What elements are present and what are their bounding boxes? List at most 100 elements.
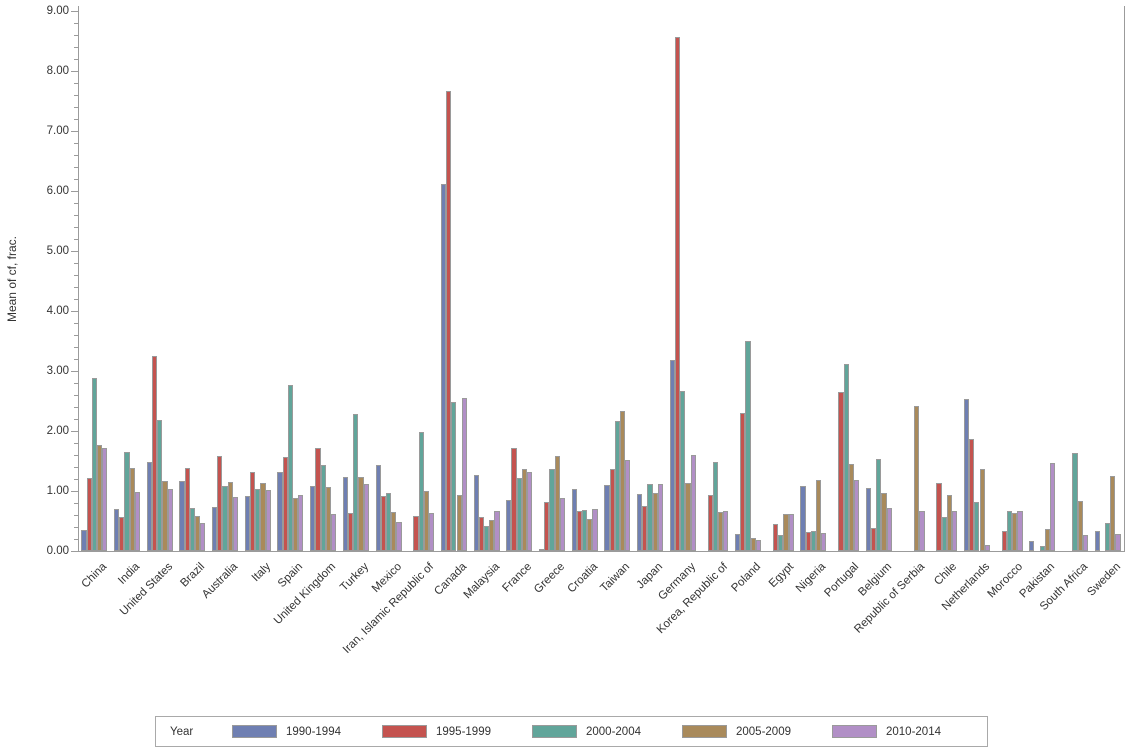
bar-taiwan-1995-1999 bbox=[609, 468, 615, 551]
bar-poland-2005-2009 bbox=[750, 538, 756, 551]
bar-turkey-1995-1999 bbox=[348, 513, 354, 551]
y-minor-tick bbox=[74, 263, 78, 264]
bar-china-2000-2004 bbox=[91, 377, 97, 551]
y-minor-tick bbox=[74, 23, 78, 24]
y-major-tick bbox=[71, 191, 78, 192]
bar-croatia-2010-2014 bbox=[592, 509, 598, 551]
bar-united-states-1995-1999 bbox=[151, 356, 158, 551]
bar-belgium-1995-1999 bbox=[871, 527, 877, 551]
bar-canada-2010-2014 bbox=[461, 398, 467, 551]
legend-entry: 2005-2009 bbox=[682, 725, 832, 738]
bar-greece-2005-2009 bbox=[554, 455, 560, 551]
y-minor-tick bbox=[74, 179, 78, 180]
bar-china-2010-2014 bbox=[102, 448, 108, 551]
bar-spain-1995-1999 bbox=[282, 456, 288, 551]
bar-canada-1990-1994 bbox=[440, 183, 447, 551]
right-border-line bbox=[1124, 6, 1125, 552]
y-minor-tick bbox=[74, 119, 78, 120]
bar-turkey-2010-2014 bbox=[363, 483, 369, 551]
legend-swatch-2005-2009 bbox=[682, 725, 727, 738]
y-minor-tick bbox=[74, 359, 78, 360]
bar-united-kingdom-2000-2004 bbox=[320, 464, 326, 551]
y-minor-tick bbox=[74, 47, 78, 48]
legend-swatch-1990-1994 bbox=[232, 725, 277, 738]
bar-korea-republic-of-2000-2004 bbox=[712, 461, 718, 551]
bar-united-kingdom-2010-2014 bbox=[330, 514, 337, 551]
bar-japan-1995-1999 bbox=[642, 506, 648, 551]
y-minor-tick bbox=[74, 275, 78, 276]
y-minor-tick bbox=[74, 407, 78, 408]
bar-italy-2010-2014 bbox=[265, 489, 271, 551]
legend-label: 2000-2004 bbox=[586, 725, 641, 738]
bar-sweden-2000-2004 bbox=[1105, 523, 1111, 551]
bar-chile-2005-2009 bbox=[946, 495, 952, 551]
y-tick-label: 0.00 bbox=[46, 545, 69, 557]
bar-poland-2010-2014 bbox=[755, 539, 762, 551]
bar-pakistan-2000-2004 bbox=[1039, 546, 1045, 551]
bar-mexico-2000-2004 bbox=[385, 492, 392, 551]
bar-united-kingdom-1990-1994 bbox=[310, 486, 316, 551]
bar-belgium-1990-1994 bbox=[865, 488, 872, 551]
bar-brazil-2010-2014 bbox=[200, 522, 206, 551]
legend-swatch-2000-2004 bbox=[532, 725, 577, 738]
bar-iran-islamic-republic-of-2000-2004 bbox=[418, 432, 424, 551]
bar-sweden-2010-2014 bbox=[1115, 533, 1121, 551]
bar-australia-1995-1999 bbox=[217, 456, 223, 551]
y-minor-tick bbox=[74, 299, 78, 300]
y-minor-tick bbox=[74, 395, 78, 396]
y-minor-tick bbox=[74, 467, 78, 468]
bar-brazil-2005-2009 bbox=[195, 516, 201, 551]
y-minor-tick bbox=[74, 227, 78, 228]
bar-china-1990-1994 bbox=[81, 530, 87, 551]
bar-pakistan-2005-2009 bbox=[1044, 529, 1051, 551]
bar-united-kingdom-2005-2009 bbox=[325, 486, 331, 551]
y-major-tick bbox=[71, 131, 78, 132]
bar-japan-2010-2014 bbox=[657, 484, 664, 551]
y-minor-tick bbox=[74, 443, 78, 444]
y-minor-tick bbox=[74, 155, 78, 156]
bar-egypt-2010-2014 bbox=[788, 514, 794, 551]
bar-brazil-1995-1999 bbox=[184, 467, 190, 551]
bar-germany-2000-2004 bbox=[680, 391, 686, 551]
bar-united-states-1990-1994 bbox=[146, 462, 152, 551]
y-minor-tick bbox=[74, 323, 78, 324]
bar-taiwan-1990-1994 bbox=[604, 485, 610, 551]
y-minor-tick bbox=[74, 203, 78, 204]
bar-spain-2010-2014 bbox=[298, 495, 304, 551]
y-tick-label: 7.00 bbox=[46, 125, 69, 137]
y-minor-tick bbox=[74, 455, 78, 456]
bar-greece-2000-2004 bbox=[549, 468, 555, 551]
y-major-tick bbox=[71, 551, 78, 552]
bar-portugal-2010-2014 bbox=[853, 479, 860, 551]
bar-france-2000-2004 bbox=[516, 478, 522, 551]
bar-croatia-1995-1999 bbox=[576, 510, 583, 551]
y-minor-tick bbox=[74, 287, 78, 288]
bar-canada-1995-1999 bbox=[446, 91, 452, 551]
bar-italy-1990-1994 bbox=[244, 495, 250, 551]
legend-label: 1990-1994 bbox=[286, 725, 341, 738]
bar-france-2010-2014 bbox=[527, 472, 533, 551]
bar-turkey-2000-2004 bbox=[353, 413, 359, 551]
bar-italy-2005-2009 bbox=[260, 482, 266, 551]
y-minor-tick bbox=[74, 107, 78, 108]
bar-malaysia-1990-1994 bbox=[473, 475, 479, 551]
bar-mexico-1995-1999 bbox=[380, 495, 386, 551]
bar-netherlands-1995-1999 bbox=[969, 439, 975, 551]
y-tick-label: 2.00 bbox=[46, 425, 69, 437]
bar-iran-islamic-republic-of-2010-2014 bbox=[429, 513, 435, 551]
y-major-tick bbox=[71, 371, 78, 372]
bar-republic-of-serbia-2005-2009 bbox=[914, 405, 920, 551]
bar-canada-2005-2009 bbox=[456, 494, 462, 551]
bar-taiwan-2005-2009 bbox=[619, 411, 626, 551]
bar-portugal-2000-2004 bbox=[843, 364, 849, 551]
bar-pakistan-1990-1994 bbox=[1029, 541, 1035, 551]
y-tick-label: 4.00 bbox=[46, 305, 69, 317]
bar-poland-1995-1999 bbox=[740, 413, 746, 551]
y-minor-tick bbox=[74, 143, 78, 144]
legend-swatch-2010-2014 bbox=[832, 725, 877, 738]
bar-mexico-2010-2014 bbox=[396, 522, 402, 551]
y-minor-tick bbox=[74, 479, 78, 480]
bar-chile-1995-1999 bbox=[936, 483, 942, 551]
y-minor-tick bbox=[74, 215, 78, 216]
bar-portugal-2005-2009 bbox=[848, 464, 854, 551]
